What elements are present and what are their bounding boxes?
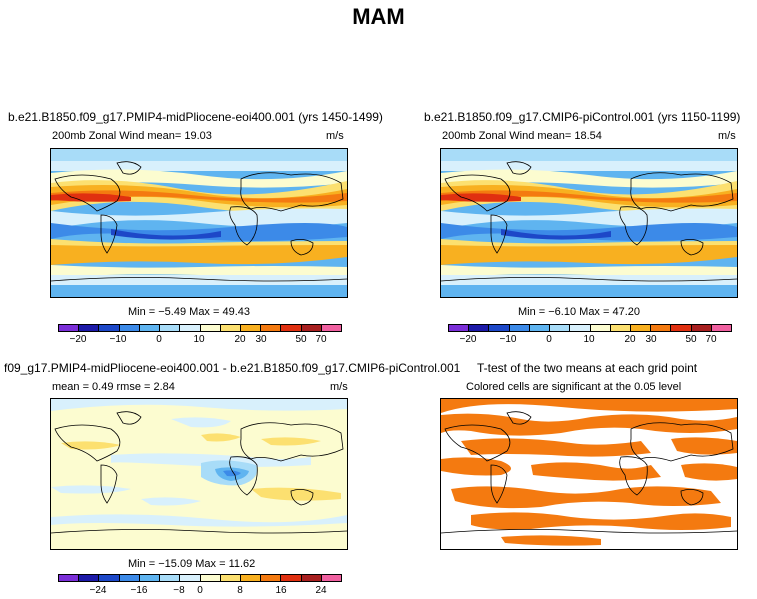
colorbar-swatch <box>529 325 551 331</box>
panel-4-title: T-test of the two means at each grid poi… <box>477 361 698 375</box>
panel-3-stats: Min = −15.09 Max = 11.62 <box>128 558 256 570</box>
colorbar-swatch <box>570 325 591 331</box>
panel-1-tick: 30 <box>255 334 267 345</box>
colorbar-swatch <box>79 325 100 331</box>
panel-1-colorbar <box>58 324 342 332</box>
colorbar-swatch <box>261 575 282 581</box>
panel-1-units: m/s <box>326 130 344 142</box>
colorbar-swatch <box>489 325 510 331</box>
panel-2-tick: −10 <box>499 334 517 345</box>
colorbar-swatch <box>119 575 140 581</box>
colorbar-swatch <box>630 325 652 331</box>
panel-2-title: b.e21.B1850.f09_g17.CMIP6-piControl.001 … <box>424 110 741 124</box>
colorbar-swatch <box>590 325 611 331</box>
panel-2-tick: 70 <box>705 334 717 345</box>
panel-3-title: f09_g17.PMIP4-midPliocene-eoi400.001 - b… <box>4 361 461 375</box>
colorbar-swatch <box>321 575 342 581</box>
colorbar-swatch <box>200 325 221 331</box>
panel-1-map-graphic <box>51 149 347 297</box>
panel-1-tick: 70 <box>315 334 327 345</box>
colorbar-swatch <box>79 575 100 581</box>
colorbar-swatch <box>281 575 302 581</box>
colorbar-swatch <box>469 325 490 331</box>
colorbar-swatch <box>691 325 712 331</box>
colorbar-swatch <box>449 325 470 331</box>
colorbar-swatch <box>220 325 241 331</box>
colorbar-swatch <box>301 575 322 581</box>
colorbar-swatch <box>671 325 692 331</box>
panel-3-units: m/s <box>330 381 348 393</box>
colorbar-swatch <box>200 575 221 581</box>
colorbar-swatch <box>240 325 262 331</box>
panel-3-colorbar <box>58 574 342 582</box>
colorbar-swatch <box>139 575 161 581</box>
panel-1-tick: −20 <box>69 334 87 345</box>
colorbar-swatch <box>180 575 201 581</box>
panel-2-tick: −20 <box>459 334 477 345</box>
panel-4-map <box>440 398 738 550</box>
panel-1-title: b.e21.B1850.f09_g17.PMIP4-midPliocene-eo… <box>8 110 383 124</box>
colorbar-swatch <box>281 325 302 331</box>
panel-2-colorbar-ticks: −20 −10 0 10 20 30 50 70 <box>0 334 757 346</box>
panel-2-tick: 10 <box>583 334 595 345</box>
colorbar-swatch <box>301 325 322 331</box>
colorbar-swatch <box>261 325 282 331</box>
colorbar-swatch <box>59 325 80 331</box>
panel-1-stats: Min = −5.49 Max = 49.43 <box>128 306 250 318</box>
panel-2-stats: Min = −6.10 Max = 47.20 <box>518 306 640 318</box>
panel-2-tick: 0 <box>546 334 552 345</box>
colorbar-swatch <box>321 325 342 331</box>
panel-3-tick: 16 <box>275 585 287 596</box>
colorbar-swatch <box>610 325 631 331</box>
colorbar-swatch <box>509 325 530 331</box>
panel-2-colorbar <box>448 324 732 332</box>
colorbar-swatch <box>160 575 181 581</box>
panel-4-map-graphic <box>441 399 737 549</box>
panel-3-left-label: mean = 0.49 rmse = 2.84 <box>52 381 175 393</box>
colorbar-swatch <box>99 325 120 331</box>
colorbar-swatch <box>240 575 262 581</box>
colorbar-swatch <box>220 575 241 581</box>
panel-3-tick: 24 <box>315 585 327 596</box>
panel-2-units: m/s <box>718 130 736 142</box>
panel-1-left-label: 200mb Zonal Wind mean= 19.03 <box>52 130 212 142</box>
colorbar-swatch <box>180 325 201 331</box>
panel-1-tick: 10 <box>193 334 205 345</box>
panel-4-subtitle: Colored cells are significant at the 0.0… <box>466 381 682 393</box>
panel-3-tick: 0 <box>197 585 203 596</box>
panel-2-tick: 30 <box>645 334 657 345</box>
panel-3-colorbar-ticks: −24 −16 −8 0 8 16 24 <box>0 585 757 597</box>
panel-1-tick: 50 <box>295 334 307 345</box>
panel-2-tick: 20 <box>624 334 636 345</box>
colorbar-swatch <box>139 325 161 331</box>
colorbar-swatch <box>99 575 120 581</box>
panel-2-map <box>440 148 738 298</box>
panel-1-colorbar-ticks: −20 −10 0 10 20 30 50 70 <box>0 334 757 346</box>
colorbar-swatch <box>119 325 140 331</box>
panel-2-map-graphic <box>441 149 737 297</box>
panel-1-map <box>50 148 348 298</box>
panel-3-map-graphic <box>51 399 347 549</box>
panel-3-tick: 8 <box>237 585 243 596</box>
colorbar-swatch <box>711 325 732 331</box>
colorbar-swatch <box>160 325 181 331</box>
panel-3-map <box>50 398 348 550</box>
colorbar-swatch <box>651 325 672 331</box>
figure-title: MAM <box>352 4 405 29</box>
colorbar-swatch <box>550 325 571 331</box>
colorbar-swatch <box>59 575 80 581</box>
panel-3-tick: −16 <box>130 585 148 596</box>
panel-3-tick: −24 <box>89 585 107 596</box>
panel-3-tick: −8 <box>173 585 185 596</box>
panel-1-tick: 0 <box>156 334 162 345</box>
panel-1-tick: 20 <box>234 334 246 345</box>
panel-1-tick: −10 <box>109 334 127 345</box>
panel-2-left-label: 200mb Zonal Wind mean= 18.54 <box>442 130 602 142</box>
panel-2-tick: 50 <box>685 334 697 345</box>
